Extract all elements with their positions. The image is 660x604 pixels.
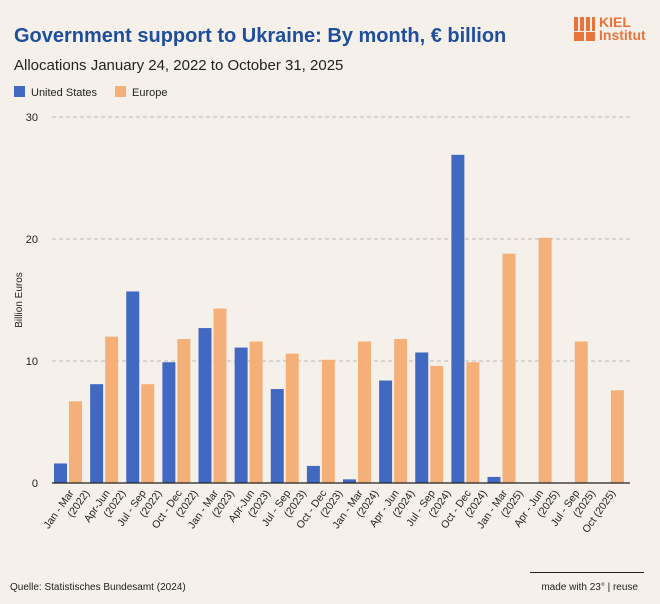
x-tick-label: Jan - Mar(2023) bbox=[186, 480, 237, 538]
bar-us bbox=[90, 384, 104, 483]
legend-swatch bbox=[115, 86, 127, 97]
bar-us bbox=[234, 347, 248, 483]
x-tick-label: Apr - Jun(2024) bbox=[367, 480, 417, 537]
y-tick-label: 20 bbox=[26, 234, 38, 246]
source-note: Quelle: Statistisches Bundesamt (2024) bbox=[10, 582, 186, 593]
bar-europe bbox=[358, 341, 371, 483]
bar-europe bbox=[69, 401, 82, 483]
bar-europe bbox=[249, 341, 263, 483]
bar-us bbox=[487, 476, 501, 483]
bar-europe bbox=[105, 336, 119, 483]
bar-europe bbox=[466, 362, 480, 483]
logo-mark-icon bbox=[574, 17, 595, 41]
x-tick-label: Apr - Jun(2025) bbox=[512, 480, 562, 537]
legend-item-us[interactable]: United States bbox=[14, 86, 97, 99]
bar-us bbox=[270, 389, 284, 483]
bar-europe bbox=[610, 390, 624, 483]
y-tick-label: 10 bbox=[26, 356, 38, 368]
footer-divider bbox=[530, 572, 644, 573]
y-tick-label: 0 bbox=[32, 478, 38, 490]
bar-europe bbox=[321, 359, 335, 483]
legend-label: Europe bbox=[132, 87, 168, 99]
legend: United States Europe bbox=[14, 86, 168, 99]
bar-europe bbox=[574, 341, 588, 483]
bar-europe bbox=[285, 353, 299, 483]
bar-us bbox=[162, 362, 176, 483]
bar-us bbox=[451, 154, 465, 483]
credit-note[interactable]: made with 23° | reuse bbox=[541, 582, 638, 593]
chart-subtitle: Allocations January 24, 2022 to October … bbox=[14, 57, 344, 74]
x-tick-label: Jan - Mar(2024) bbox=[330, 480, 381, 538]
bar-us bbox=[343, 479, 356, 483]
y-tick-label: 30 bbox=[26, 112, 38, 124]
bar-us bbox=[415, 352, 429, 483]
x-tick-label: Jan - Mar(2022) bbox=[41, 480, 92, 538]
logo-text: KIEL bbox=[599, 14, 631, 30]
logo-text: Institut bbox=[599, 27, 646, 43]
bar-europe bbox=[141, 384, 155, 483]
kiel-logo: KIEL Institut bbox=[574, 14, 646, 43]
bar-us bbox=[54, 463, 67, 483]
legend-item-europe[interactable]: Europe bbox=[115, 86, 168, 99]
bar-us bbox=[198, 328, 212, 483]
legend-label: United States bbox=[31, 87, 98, 99]
bar-europe bbox=[538, 237, 552, 483]
bar-europe bbox=[430, 365, 444, 483]
bar-us bbox=[126, 291, 140, 483]
bar-europe bbox=[394, 339, 408, 483]
bar-europe bbox=[502, 253, 516, 483]
bar-europe bbox=[213, 308, 227, 483]
x-tick-label: Jan - Mar(2025) bbox=[475, 480, 526, 538]
bar-us bbox=[306, 465, 320, 483]
y-axis-label: Billion Euros bbox=[14, 272, 25, 328]
bar-us bbox=[379, 380, 393, 483]
chart-title: Government support to Ukraine: By month,… bbox=[14, 25, 507, 47]
bar-europe bbox=[177, 339, 191, 483]
legend-swatch bbox=[14, 86, 25, 97]
